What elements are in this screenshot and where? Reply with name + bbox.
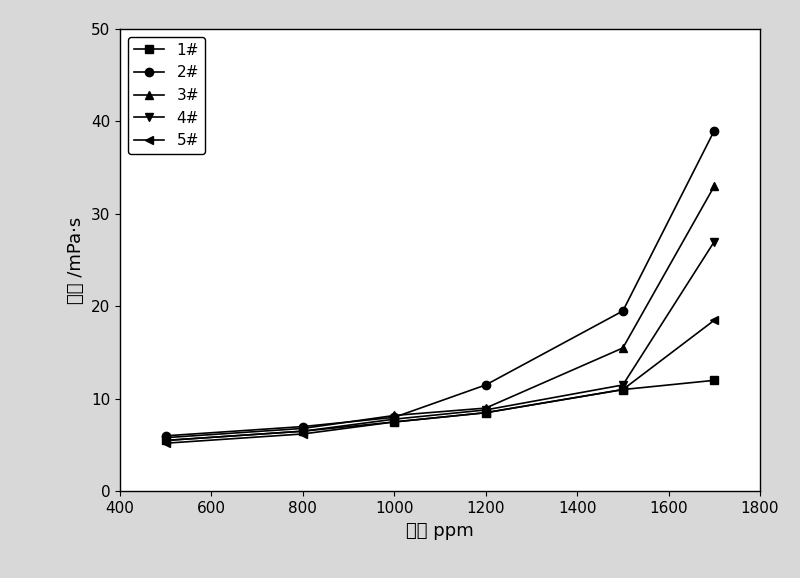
Line: 5#: 5#: [162, 316, 718, 447]
Legend: 1#, 2#, 3#, 4#, 5#: 1#, 2#, 3#, 4#, 5#: [128, 36, 205, 154]
4#: [618, 381, 628, 388]
3#: [618, 344, 628, 351]
4#: [481, 406, 490, 413]
1#: [710, 377, 719, 384]
Line: 2#: 2#: [162, 127, 718, 440]
2#: [618, 307, 628, 314]
3#: [298, 425, 308, 432]
X-axis label: 浓度 ppm: 浓度 ppm: [406, 521, 474, 540]
Y-axis label: 粘度 /mPa·s: 粘度 /mPa·s: [67, 217, 86, 303]
1#: [161, 437, 170, 444]
2#: [710, 127, 719, 134]
3#: [161, 434, 170, 441]
4#: [390, 416, 399, 423]
3#: [481, 405, 490, 412]
Line: 4#: 4#: [162, 238, 718, 444]
4#: [710, 238, 719, 245]
2#: [481, 381, 490, 388]
3#: [710, 183, 719, 190]
Line: 1#: 1#: [162, 376, 718, 444]
5#: [161, 440, 170, 447]
1#: [298, 428, 308, 435]
5#: [390, 418, 399, 425]
2#: [161, 432, 170, 439]
5#: [710, 317, 719, 324]
5#: [481, 409, 490, 416]
3#: [390, 412, 399, 419]
2#: [390, 414, 399, 421]
1#: [481, 409, 490, 416]
1#: [390, 418, 399, 425]
Line: 3#: 3#: [162, 182, 718, 442]
5#: [298, 431, 308, 438]
1#: [618, 386, 628, 393]
4#: [161, 437, 170, 444]
2#: [298, 423, 308, 430]
4#: [298, 428, 308, 435]
5#: [618, 386, 628, 393]
